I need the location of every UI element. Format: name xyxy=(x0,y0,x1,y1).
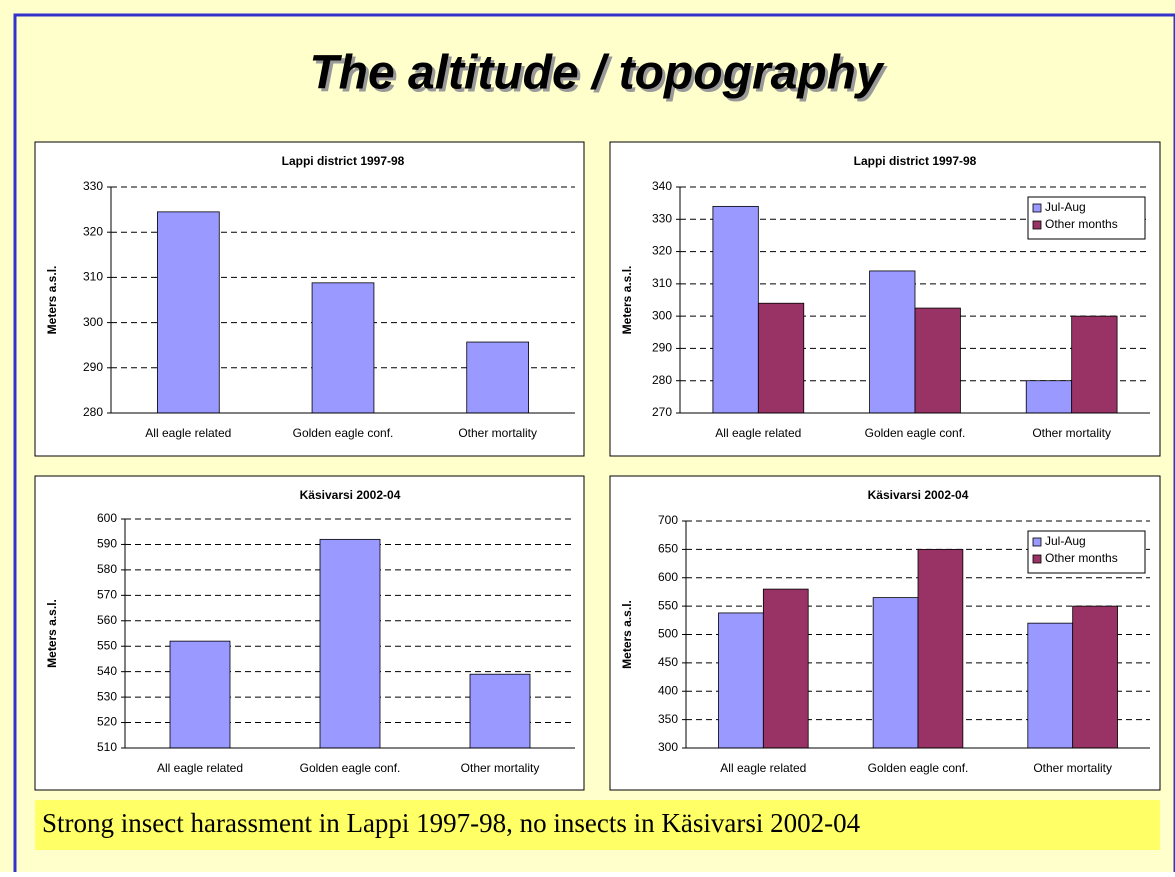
y-tick-label: 290 xyxy=(652,341,672,355)
slide-title: The altitude / topography xyxy=(309,47,885,100)
legend-swatch xyxy=(1032,220,1042,230)
y-tick-label: 300 xyxy=(83,315,103,329)
bar xyxy=(466,341,530,414)
y-tick-label: 540 xyxy=(97,664,117,678)
bar xyxy=(712,205,759,414)
x-tick-label: All eagle related xyxy=(715,426,801,440)
legend-label: Other months xyxy=(1045,217,1118,231)
y-tick-label: 330 xyxy=(83,179,103,193)
legend xyxy=(1027,530,1146,574)
x-tick-label: Golden eagle conf. xyxy=(293,426,394,440)
y-tick-label: 450 xyxy=(658,655,678,669)
legend-swatch xyxy=(1032,537,1042,547)
y-tick-label: 280 xyxy=(652,373,672,387)
bar xyxy=(319,538,381,749)
chart-title: Käsivarsi 2002-04 xyxy=(868,488,969,502)
bar xyxy=(1071,315,1118,414)
bar xyxy=(169,640,231,749)
y-tick-label: 550 xyxy=(97,638,117,652)
legend-label: Jul-Aug xyxy=(1045,534,1086,548)
y-tick-label: 500 xyxy=(658,627,678,641)
bar xyxy=(914,307,961,414)
bar xyxy=(156,211,220,414)
frame xyxy=(13,13,1175,877)
y-tick-label: 310 xyxy=(83,270,103,284)
x-tick-label: All eagle related xyxy=(157,761,243,775)
x-tick-label: Other mortality xyxy=(461,761,540,775)
y-tick-label: 530 xyxy=(97,689,117,703)
y-tick-label: 280 xyxy=(83,405,103,419)
y-tick-label: 520 xyxy=(97,715,117,729)
y-tick-label: 600 xyxy=(97,511,117,525)
y-tick-label: 290 xyxy=(83,360,103,374)
y-axis-label: Meters a.s.l. xyxy=(620,600,634,669)
bar xyxy=(872,597,919,749)
x-tick-label: Golden eagle conf. xyxy=(300,761,401,775)
y-tick-label: 590 xyxy=(97,537,117,551)
x-tick-label: Other mortality xyxy=(1032,426,1111,440)
bar xyxy=(869,270,916,414)
y-axis-label: Meters a.s.l. xyxy=(620,266,634,335)
bar xyxy=(718,612,764,749)
x-tick-label: Golden eagle conf. xyxy=(865,426,966,440)
x-tick-label: Other mortality xyxy=(1033,761,1112,775)
legend-label: Jul-Aug xyxy=(1045,200,1086,214)
chart-title: Käsivarsi 2002-04 xyxy=(300,488,401,502)
y-tick-label: 700 xyxy=(658,513,678,527)
bar xyxy=(757,302,805,414)
bar xyxy=(311,282,375,414)
legend xyxy=(1027,196,1146,240)
y-tick-label: 560 xyxy=(97,613,117,627)
bar xyxy=(1027,622,1074,749)
title-shadow: The altitude / topography xyxy=(312,50,888,103)
y-tick-label: 270 xyxy=(652,405,672,419)
y-tick-label: 320 xyxy=(83,224,103,238)
chart-title: Lappi district 1997-98 xyxy=(282,154,405,168)
bar xyxy=(762,588,809,749)
y-tick-label: 320 xyxy=(652,244,672,258)
x-tick-label: All eagle related xyxy=(145,426,231,440)
chart-title: Lappi district 1997-98 xyxy=(854,154,977,168)
y-tick-label: 400 xyxy=(658,683,678,697)
y-tick-label: 310 xyxy=(652,276,672,290)
y-tick-label: 580 xyxy=(97,562,117,576)
y-tick-label: 300 xyxy=(652,308,672,322)
note-box xyxy=(35,800,1160,850)
bar xyxy=(1025,380,1073,414)
y-tick-label: 600 xyxy=(658,570,678,584)
y-tick-label: 330 xyxy=(652,211,672,225)
y-tick-label: 550 xyxy=(658,598,678,612)
y-tick-label: 510 xyxy=(97,740,117,754)
y-tick-label: 300 xyxy=(658,740,678,754)
x-tick-label: All eagle related xyxy=(720,761,806,775)
legend-label: Other months xyxy=(1045,551,1118,565)
y-tick-label: 570 xyxy=(97,588,117,602)
y-tick-label: 350 xyxy=(658,712,678,726)
x-tick-label: Other mortality xyxy=(458,426,537,440)
y-axis-label: Meters a.s.l. xyxy=(45,599,59,668)
legend-swatch xyxy=(1032,203,1042,213)
bar xyxy=(1072,605,1118,749)
bar xyxy=(917,548,964,749)
note: Strong insect harassment in Lappi 1997-9… xyxy=(42,808,861,838)
y-tick-label: 340 xyxy=(652,179,672,193)
y-tick-label: 650 xyxy=(658,542,678,556)
bar xyxy=(469,673,531,749)
legend-swatch xyxy=(1032,554,1042,564)
y-axis-label: Meters a.s.l. xyxy=(45,266,59,335)
x-tick-label: Golden eagle conf. xyxy=(868,761,969,775)
